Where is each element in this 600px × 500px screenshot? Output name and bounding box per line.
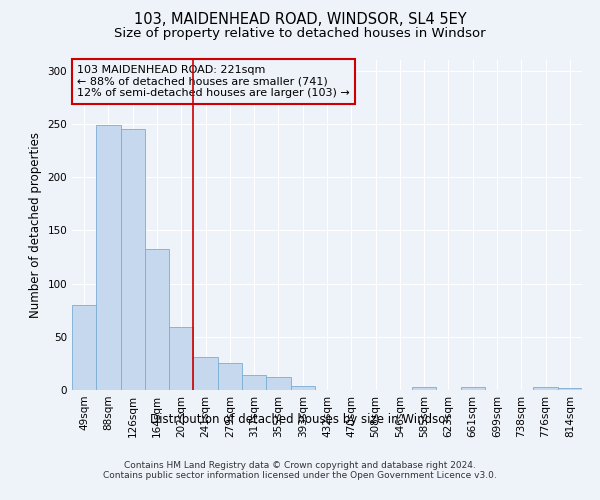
Bar — [266, 377, 290, 390]
Bar — [412, 387, 436, 390]
Bar — [558, 388, 582, 390]
Y-axis label: Number of detached properties: Number of detached properties — [29, 132, 42, 318]
Text: Distribution of detached houses by size in Windsor: Distribution of detached houses by size … — [150, 412, 450, 426]
Bar — [193, 357, 218, 390]
Text: Size of property relative to detached houses in Windsor: Size of property relative to detached ho… — [114, 28, 486, 40]
Text: Contains HM Land Registry data © Crown copyright and database right 2024.
Contai: Contains HM Land Registry data © Crown c… — [103, 460, 497, 480]
Bar — [218, 364, 242, 390]
Bar — [461, 387, 485, 390]
Text: 103, MAIDENHEAD ROAD, WINDSOR, SL4 5EY: 103, MAIDENHEAD ROAD, WINDSOR, SL4 5EY — [134, 12, 466, 28]
Bar — [121, 129, 145, 390]
Bar — [96, 125, 121, 390]
Bar — [242, 375, 266, 390]
Bar — [533, 387, 558, 390]
Bar — [169, 327, 193, 390]
Bar — [145, 250, 169, 390]
Text: 103 MAIDENHEAD ROAD: 221sqm
← 88% of detached houses are smaller (741)
12% of se: 103 MAIDENHEAD ROAD: 221sqm ← 88% of det… — [77, 65, 350, 98]
Bar — [72, 305, 96, 390]
Bar — [290, 386, 315, 390]
